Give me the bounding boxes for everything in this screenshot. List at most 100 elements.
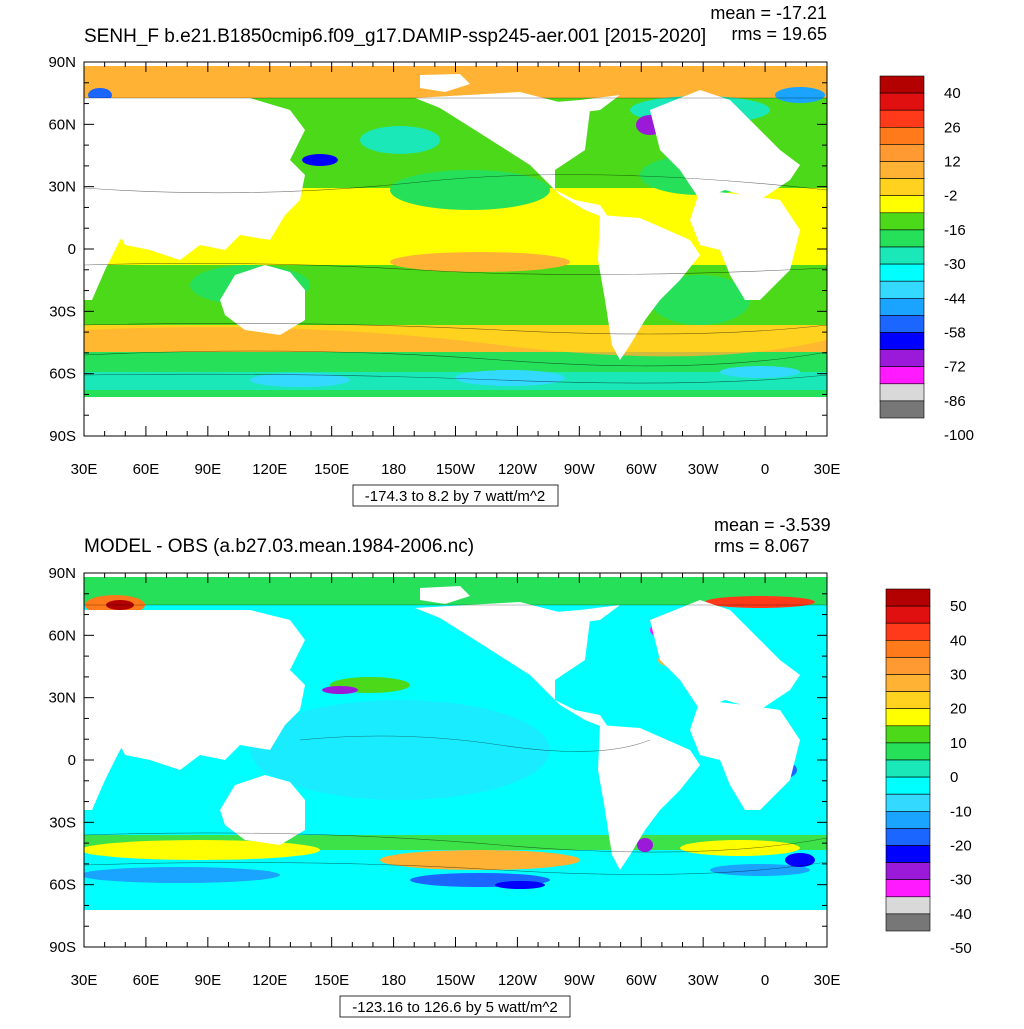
panel-top-colorbar-label: -44 bbox=[944, 290, 966, 307]
panel-top-mean: mean = -17.21 bbox=[710, 3, 827, 23]
panel-bottom-lon-label: 120W bbox=[498, 972, 538, 989]
panel-top-lat-label: 0 bbox=[68, 241, 76, 258]
panel-bottom-title: MODEL - OBS (a.b27.03.mean.1984-2006.nc) bbox=[84, 536, 474, 557]
panel-top-colorbar-swatch bbox=[879, 144, 925, 162]
panel-top-lon-label: 30E bbox=[71, 461, 98, 478]
panel-bottom-lon-label: 150W bbox=[436, 972, 476, 989]
panel-bottom-colorbar-swatch bbox=[885, 674, 931, 692]
panel-bottom-lon-label: 60W bbox=[626, 972, 658, 989]
panel-bottom-colorbar-swatch bbox=[885, 793, 931, 812]
panel-top-lon-label: 120W bbox=[498, 461, 538, 478]
panel-bottom-mean: mean = -3.539 bbox=[714, 515, 831, 535]
panel-top-colorbar-swatch bbox=[879, 332, 925, 350]
panel-bottom-colorbar-label: 50 bbox=[950, 598, 967, 615]
panel-bottom-colorbar-swatch bbox=[885, 622, 931, 641]
panel-top-lon-label: 90E bbox=[194, 461, 221, 478]
panel-top-colorbar-swatch bbox=[879, 109, 925, 128]
panel-bottom-lon-label: 150E bbox=[314, 972, 349, 989]
panel-bottom-colorbar-swatch bbox=[885, 725, 931, 744]
panel-bottom-colorbar-swatch bbox=[885, 776, 931, 795]
panel-top-lat-label: 90N bbox=[48, 54, 76, 71]
panel-top-colorbar-swatch bbox=[879, 195, 925, 214]
panel-bottom-lon-label: 60E bbox=[133, 972, 160, 989]
panel-bottom-colorbar-swatch bbox=[885, 657, 931, 675]
panel-top-colorbar-label: 12 bbox=[944, 154, 961, 171]
panel-bottom-colorbar-label: 20 bbox=[950, 701, 967, 718]
panel-top-colorbar-swatch bbox=[879, 246, 925, 265]
panel-bottom-range-box: -123.16 to 126.6 by 5 watt/m^2 bbox=[339, 995, 571, 1018]
panel-top-colorbar-swatch bbox=[879, 263, 925, 282]
panel-top-lon-label: 30W bbox=[688, 461, 720, 478]
panel-top-colorbar-swatch bbox=[879, 349, 925, 368]
panel-top-lon-label: 150W bbox=[436, 461, 476, 478]
panel-top-colorbar-swatch bbox=[879, 366, 925, 385]
panel-bottom-colorbar-label: 10 bbox=[950, 735, 967, 752]
panel-bottom-colorbar-swatch bbox=[885, 845, 931, 863]
panel-top-map-field bbox=[84, 62, 827, 436]
panel-bottom-lat-label: 60N bbox=[48, 627, 76, 644]
panel-top-range-box: -174.3 to 8.2 by 7 watt/m^2 bbox=[352, 484, 559, 507]
panel-bottom-lon-label: 90W bbox=[564, 972, 596, 989]
panel-bottom-range-label: -123.16 to 126.6 by 5 watt/m^2 bbox=[352, 999, 558, 1016]
panel-bottom-colorbar-label: -40 bbox=[950, 906, 972, 923]
panel-bottom-lon-label: 0 bbox=[761, 972, 769, 989]
panel-top-lat-label: 60N bbox=[48, 116, 76, 133]
panel-top-colorbar-swatch bbox=[879, 212, 925, 231]
panel-top-colorbar-swatch bbox=[879, 229, 925, 248]
panel-bottom-colorbar-label: 30 bbox=[950, 667, 967, 684]
panel-bottom-colorbar-swatch bbox=[885, 588, 931, 607]
panel-bottom-colorbar-swatch bbox=[885, 639, 931, 658]
panel-top-lon-label: 0 bbox=[761, 461, 769, 478]
panel-top-lon-label: 60E bbox=[133, 461, 160, 478]
panel-top-lat-label: 30S bbox=[49, 303, 76, 320]
panel-bottom-lat-label: 30S bbox=[49, 814, 76, 831]
panel-top-colorbar-swatch bbox=[879, 178, 925, 197]
panel-bottom-lon-label: 180 bbox=[381, 972, 406, 989]
panel-bottom: MODEL - OBS (a.b27.03.mean.1984-2006.nc)… bbox=[48, 515, 972, 1018]
panel-top-lon-label: 150E bbox=[314, 461, 349, 478]
panel-top-colorbar-label: -58 bbox=[944, 325, 966, 342]
panel-top-colorbar-swatch bbox=[879, 75, 925, 94]
panel-bottom-colorbar-label: -50 bbox=[950, 940, 972, 957]
panel-top-colorbar-swatch bbox=[879, 161, 925, 179]
panel-top-axis-ticks: 90N 60N 30N 0 30S 60S 90S 30E 60E 90E 120E 150E 180 1… bbox=[48, 54, 840, 478]
panel-bottom-colorbar-swatch bbox=[885, 913, 931, 932]
panel-bottom-lat-label: 90N bbox=[48, 565, 76, 582]
panel-top-colorbar-swatch bbox=[879, 297, 925, 316]
panel-top-range-label: -174.3 to 8.2 by 7 watt/m^2 bbox=[365, 488, 545, 505]
panel-bottom-colorbar-label: -30 bbox=[950, 872, 972, 889]
panel-top-colorbar-label: -16 bbox=[944, 222, 966, 239]
panel-top-colorbar-swatch bbox=[879, 127, 925, 145]
panel-top-colorbar-swatch bbox=[879, 92, 925, 111]
panel-bottom-colorbar-swatch bbox=[885, 708, 931, 727]
panel-top-rms: rms = 19.65 bbox=[731, 24, 827, 44]
panel-bottom-rms: rms = 8.067 bbox=[714, 536, 810, 556]
panel-bottom-axis-ticks: 90N 60N 30N 0 30S 60S 90S 30E 60E 90E 120E 150E 180 1… bbox=[48, 565, 840, 989]
panel-top-colorbar-label: -100 bbox=[944, 427, 974, 444]
panel-bottom-colorbar: 50 40 30 20 10 0 -10 -20 -30 -40 -50 bbox=[885, 588, 972, 957]
panel-bottom-colorbar-swatch bbox=[885, 879, 931, 898]
panel-top-colorbar-label: -86 bbox=[944, 393, 966, 410]
panel-bottom-lat-label: 0 bbox=[68, 752, 76, 769]
panel-top-lat-label: 30N bbox=[48, 179, 76, 196]
panel-bottom-colorbar-swatch bbox=[885, 605, 931, 624]
panel-bottom-colorbar-label: -20 bbox=[950, 838, 972, 855]
panel-top-colorbar-label: -72 bbox=[944, 359, 966, 376]
panel-bottom-lon-label: 30E bbox=[71, 972, 98, 989]
panel-top-colorbar-label: 40 bbox=[944, 85, 961, 102]
panel-bottom-lon-label: 120E bbox=[252, 972, 287, 989]
panel-bottom-lat-label: 60S bbox=[49, 877, 76, 894]
panel-top-title: SENH_F b.e21.B1850cmip6.f09_g17.DAMIP-ss… bbox=[84, 26, 706, 47]
panel-top-lon-label: 30E bbox=[814, 461, 841, 478]
panel-top-colorbar-swatch bbox=[879, 383, 925, 402]
panel-top-colorbar: 40 26 12 -2 -16 -30 -44 -58 -72 -86 -100 bbox=[879, 75, 974, 444]
panel-bottom-colorbar-swatch bbox=[885, 862, 931, 880]
panel-bottom-colorbar-swatch bbox=[885, 759, 931, 778]
panel-bottom-colorbar-swatch bbox=[885, 742, 931, 761]
panel-bottom-lon-label: 90E bbox=[194, 972, 221, 989]
panel-top-lat-label: 60S bbox=[49, 366, 76, 383]
panel-top-lat-label: 90S bbox=[49, 428, 76, 445]
panel-top-colorbar-label: -2 bbox=[944, 188, 957, 205]
panel-bottom-map-field bbox=[84, 573, 827, 947]
